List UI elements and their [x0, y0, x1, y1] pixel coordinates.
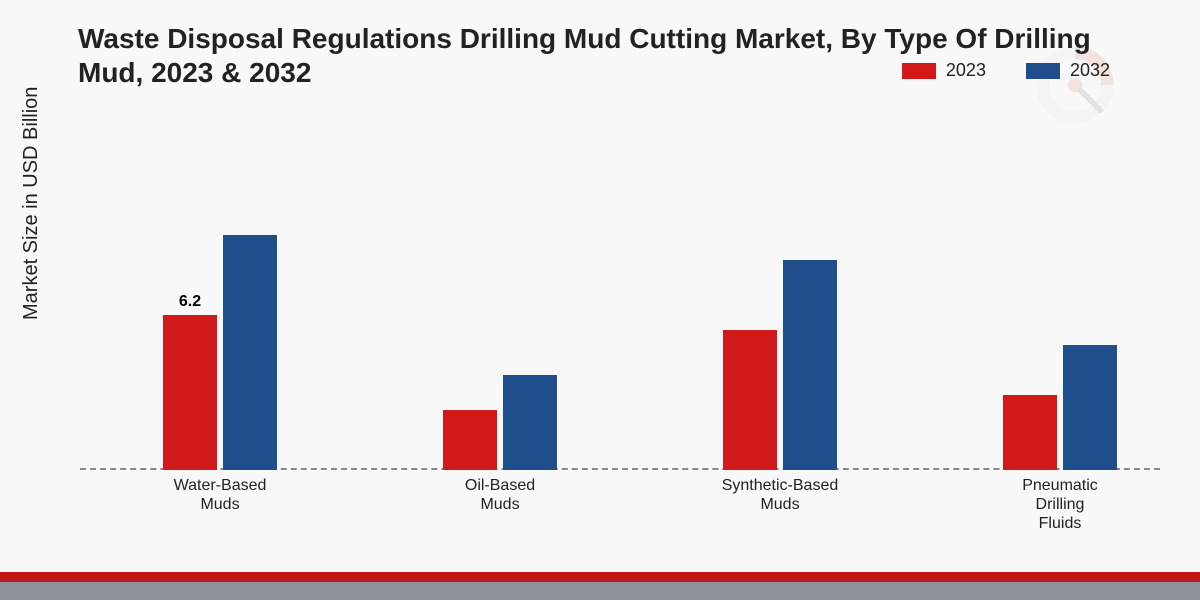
- legend-item-2032: 2032: [1026, 60, 1110, 81]
- legend-label-2023: 2023: [946, 60, 986, 81]
- bar: [443, 410, 497, 470]
- bar: [783, 260, 837, 470]
- x-axis-category-label: Oil-Based Muds: [410, 476, 590, 514]
- plot-area: 6.2: [80, 130, 1160, 470]
- legend: 2023 2032: [902, 60, 1110, 81]
- bar-group: 6.2: [130, 235, 310, 470]
- y-axis-label: Market Size in USD Billion: [20, 87, 43, 320]
- bar: [723, 330, 777, 470]
- bar-value-label: 6.2: [179, 293, 201, 311]
- footer-red-band: [0, 572, 1200, 582]
- legend-item-2023: 2023: [902, 60, 986, 81]
- legend-swatch-2023: [902, 63, 936, 79]
- bar: 6.2: [163, 315, 217, 470]
- x-axis-category-label: Pneumatic Drilling Fluids: [970, 476, 1150, 534]
- x-axis-category-label: Water-Based Muds: [130, 476, 310, 514]
- footer-grey-band: [0, 582, 1200, 600]
- bar: [1003, 395, 1057, 470]
- bar-group: [410, 375, 590, 470]
- x-axis-category-label: Synthetic-Based Muds: [690, 476, 870, 514]
- bar-group: [970, 345, 1150, 470]
- bar: [503, 375, 557, 470]
- bar: [223, 235, 277, 470]
- bar: [1063, 345, 1117, 470]
- legend-label-2032: 2032: [1070, 60, 1110, 81]
- bar-group: [690, 260, 870, 470]
- legend-swatch-2032: [1026, 63, 1060, 79]
